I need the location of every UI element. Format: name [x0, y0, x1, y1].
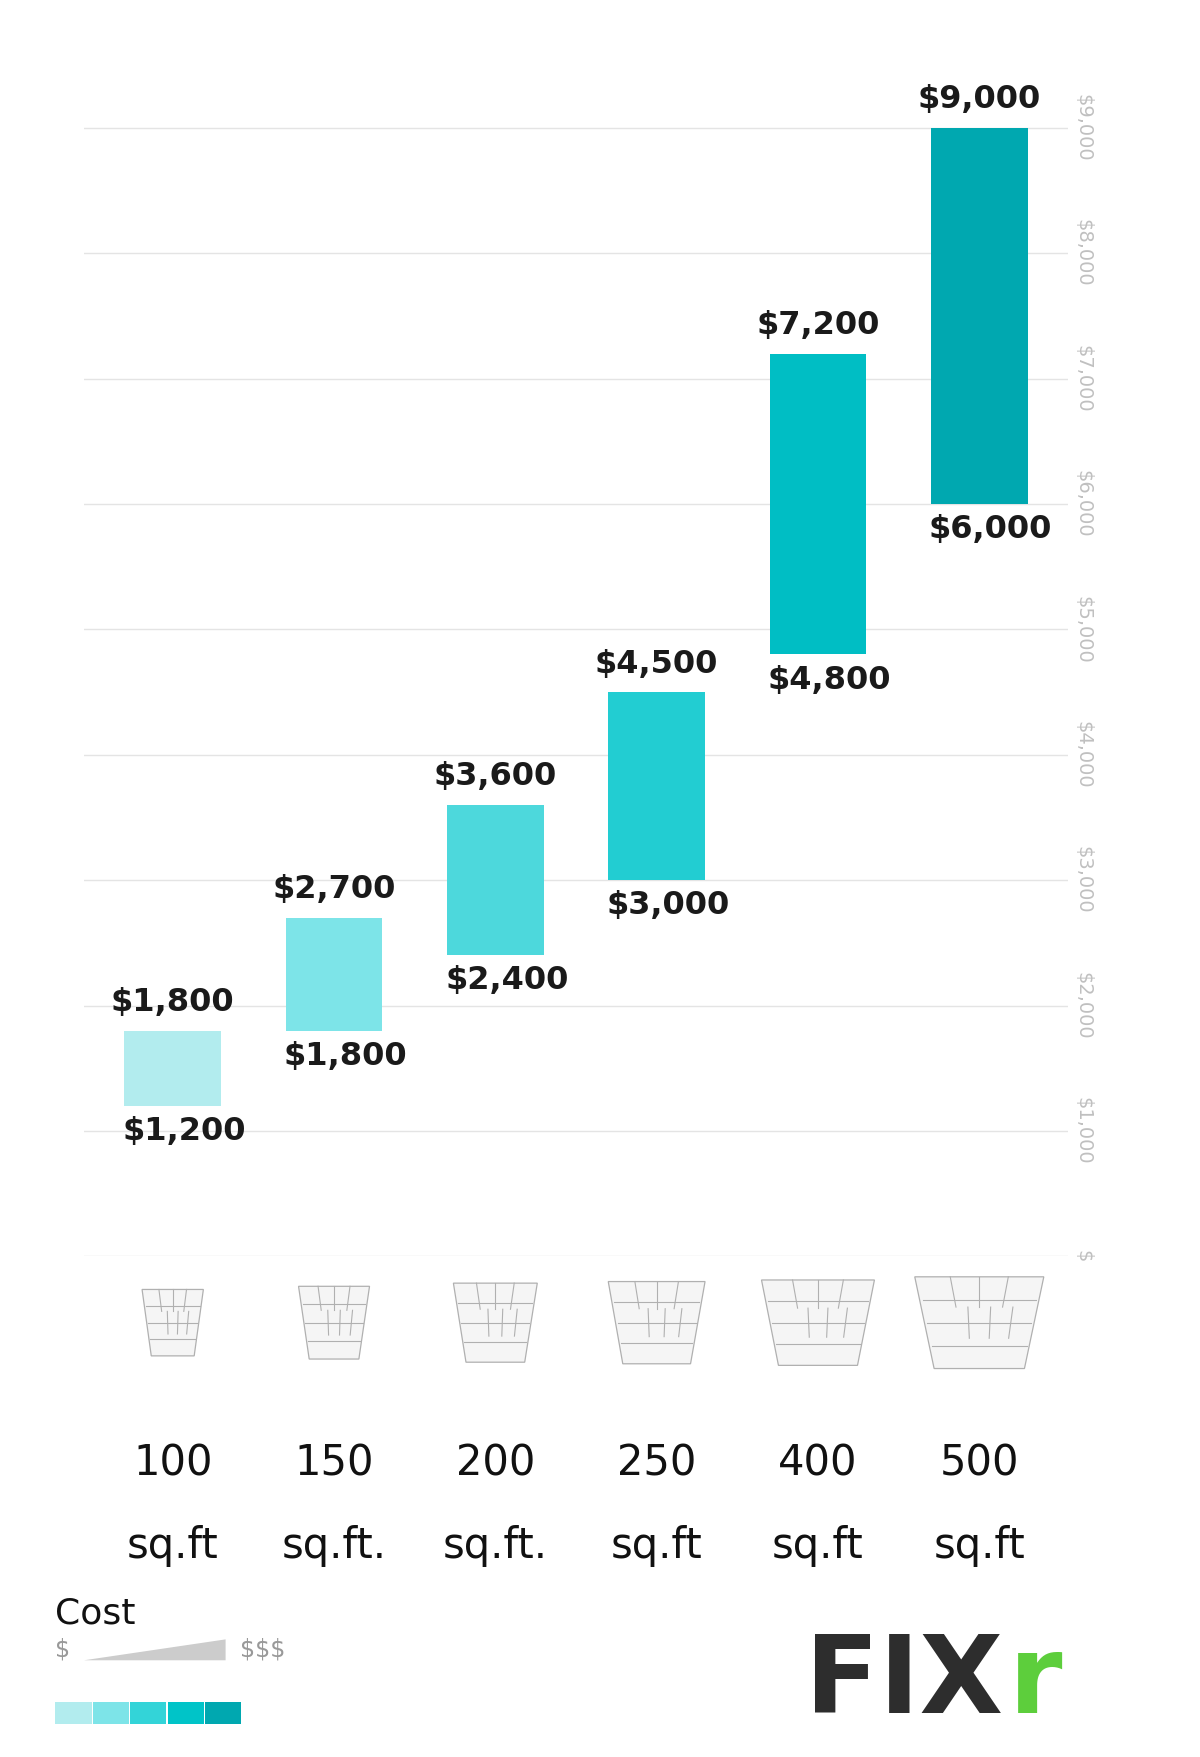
Bar — [168, 1703, 204, 1725]
Polygon shape — [454, 1283, 538, 1362]
Text: $: $ — [55, 1638, 71, 1662]
Polygon shape — [762, 1279, 875, 1365]
Bar — [55, 1703, 91, 1725]
Text: sq.ft.: sq.ft. — [443, 1525, 548, 1567]
Bar — [205, 1703, 241, 1725]
Text: $3,000: $3,000 — [606, 891, 730, 921]
Text: Cost: Cost — [55, 1595, 136, 1630]
Text: $2,400: $2,400 — [445, 965, 569, 996]
Text: sq.ft: sq.ft — [611, 1525, 702, 1567]
Text: sq.ft: sq.ft — [772, 1525, 864, 1567]
Text: $1,200: $1,200 — [122, 1116, 246, 1147]
Text: 250: 250 — [617, 1442, 696, 1485]
Text: 200: 200 — [456, 1442, 535, 1485]
Bar — [931, 128, 1027, 504]
Text: $$$: $$$ — [240, 1638, 286, 1662]
Text: FIX: FIX — [805, 1629, 1003, 1736]
Text: $6,000: $6,000 — [929, 515, 1052, 545]
Text: r: r — [1008, 1629, 1062, 1736]
Polygon shape — [914, 1277, 1044, 1369]
Text: 500: 500 — [940, 1442, 1019, 1485]
Text: sq.ft: sq.ft — [934, 1525, 1025, 1567]
Text: $1,800: $1,800 — [283, 1040, 407, 1072]
Text: $9,000: $9,000 — [918, 84, 1040, 116]
Bar — [769, 353, 866, 655]
Bar — [125, 1031, 221, 1105]
Text: $1,800: $1,800 — [110, 987, 234, 1017]
Text: $7,200: $7,200 — [756, 309, 880, 341]
Text: 100: 100 — [133, 1442, 212, 1485]
Polygon shape — [299, 1286, 370, 1360]
Text: $4,800: $4,800 — [768, 664, 892, 696]
Bar — [130, 1703, 167, 1725]
Polygon shape — [608, 1281, 706, 1363]
Bar — [446, 805, 544, 956]
Text: $3,600: $3,600 — [433, 761, 557, 792]
Bar — [92, 1703, 128, 1725]
Text: 400: 400 — [779, 1442, 858, 1485]
Text: sq.ft.: sq.ft. — [282, 1525, 386, 1567]
Text: sq.ft: sq.ft — [127, 1525, 218, 1567]
Polygon shape — [84, 1639, 226, 1660]
Polygon shape — [142, 1290, 203, 1356]
Text: $4,500: $4,500 — [595, 648, 719, 680]
Bar — [608, 692, 706, 880]
Text: $2,700: $2,700 — [272, 875, 396, 905]
Text: 150: 150 — [294, 1442, 373, 1485]
Bar — [286, 917, 383, 1031]
